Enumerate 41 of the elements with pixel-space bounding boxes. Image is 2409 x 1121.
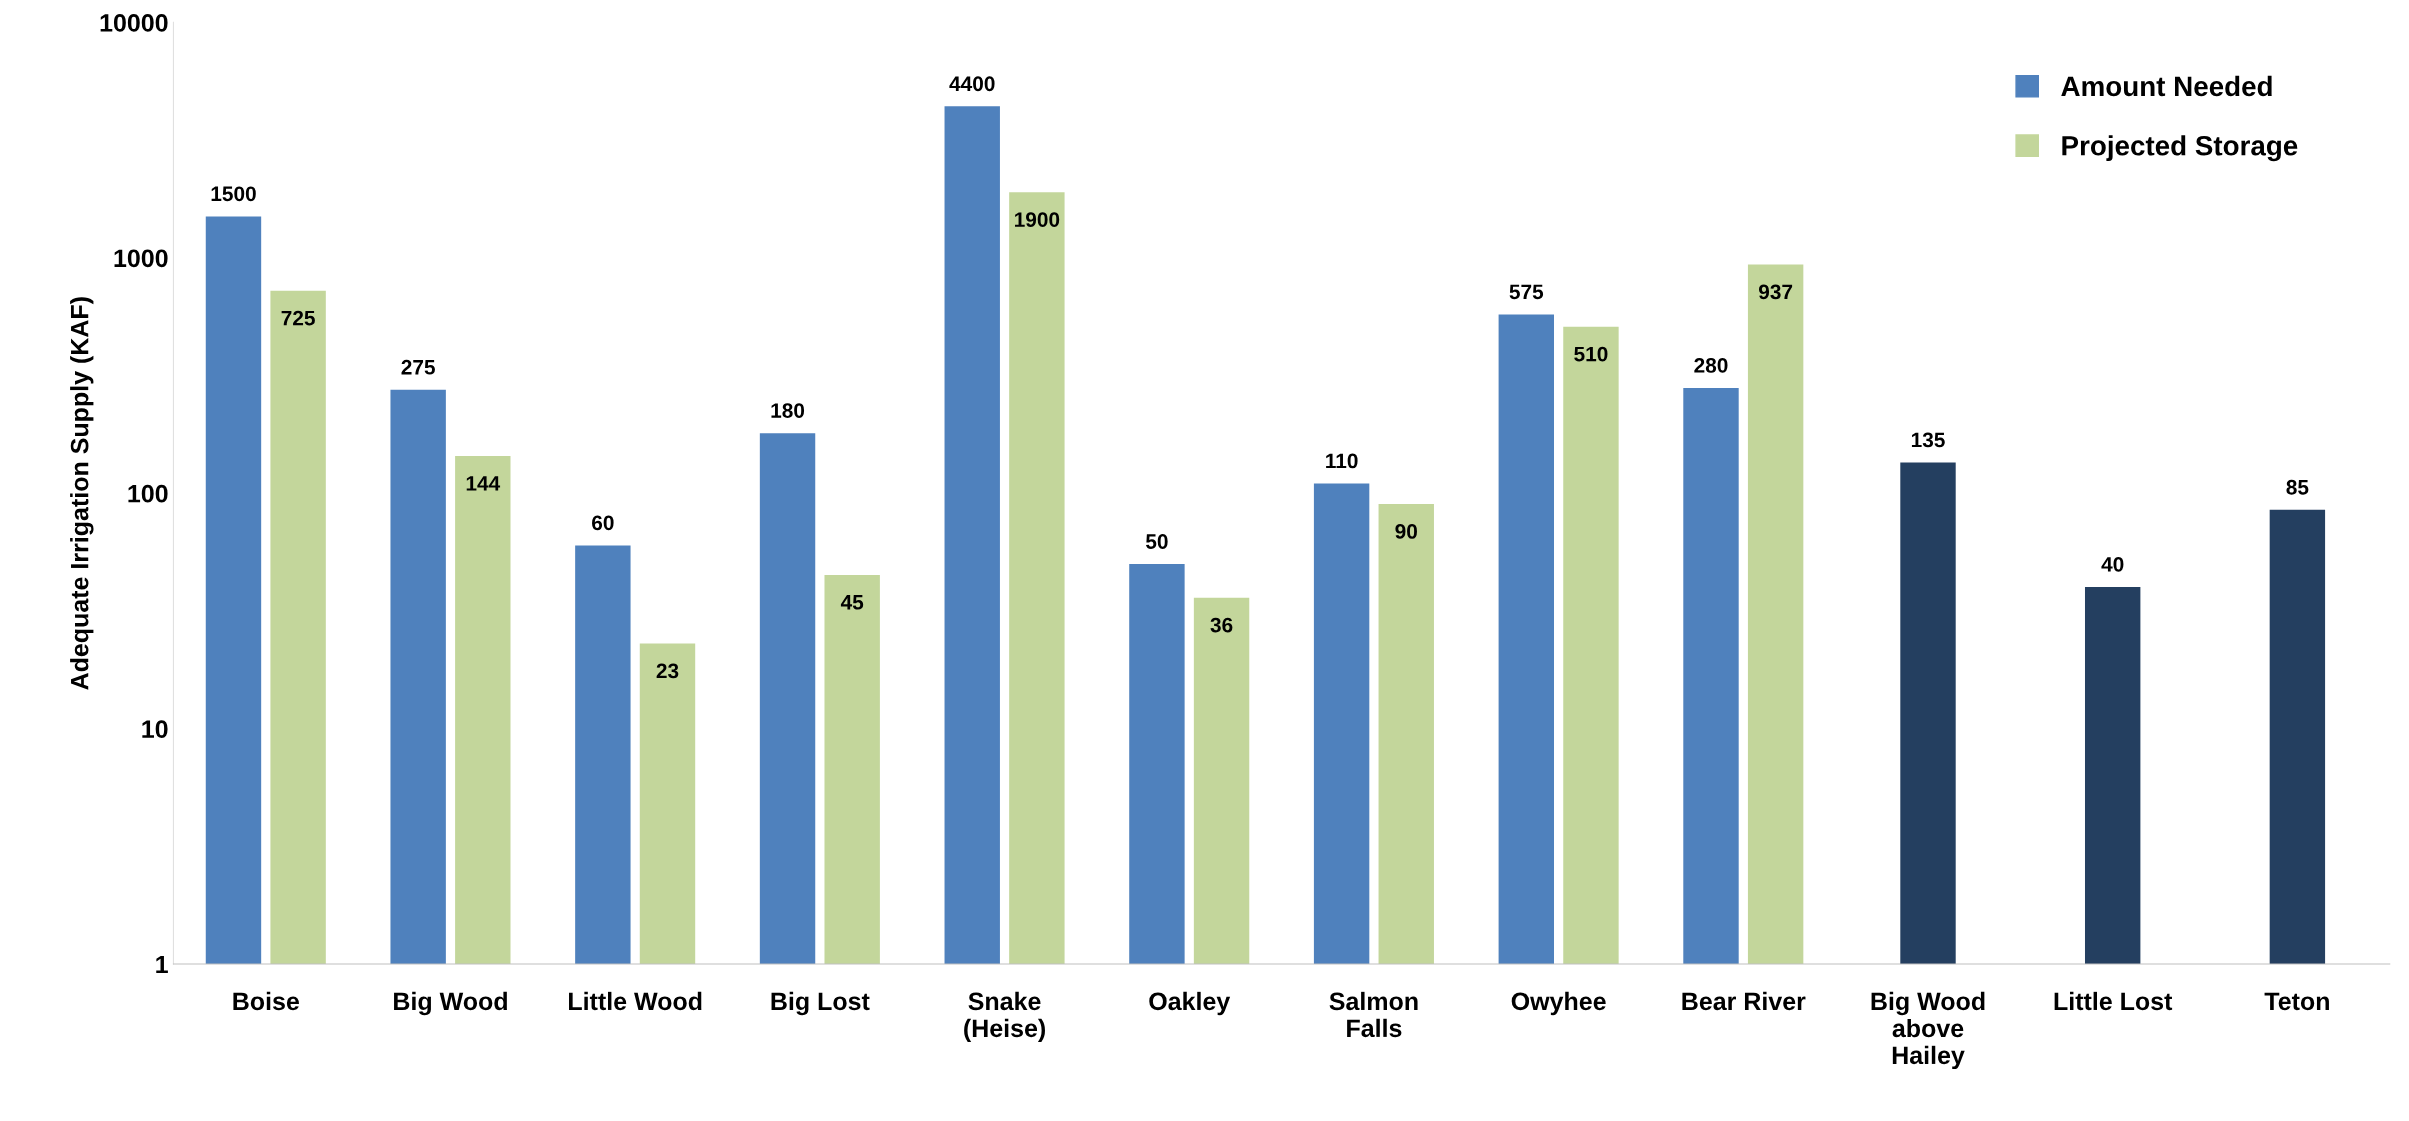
data-label: 23 <box>656 663 679 679</box>
data-label: 135 <box>1911 432 1945 448</box>
data-label: 60 <box>592 515 614 531</box>
x-tick-label: Big Lost <box>771 991 870 1016</box>
data-label: 85 <box>2286 479 2309 495</box>
x-tick-label: Snake (Heise) <box>964 991 1045 1043</box>
data-label: 725 <box>281 310 315 326</box>
x-tick-label: Little Lost <box>2054 991 2173 1011</box>
x-tick-label: Oakley <box>1149 991 1231 1016</box>
data-label: 36 <box>1210 617 1233 633</box>
data-label: 144 <box>466 476 501 491</box>
y-tick-label: 100 <box>128 484 168 503</box>
y-tick-label: 10000 <box>100 14 168 32</box>
y-tick-label: 10 <box>142 720 168 738</box>
y-axis-title: Adequate Irrigation Supply (KAF) <box>70 297 94 690</box>
x-tick-label: Boise <box>233 991 299 1011</box>
x-tick-label: Big Wood <box>394 991 507 1016</box>
y-tick-label: 1 <box>156 955 168 974</box>
data-label: 1500 <box>211 186 256 202</box>
x-tick-label: Bear River <box>1682 991 1806 1011</box>
y-tick-label: 1000 <box>114 249 168 268</box>
data-label: 40 <box>2101 556 2124 572</box>
x-tick-label: Owyhee <box>1511 991 1606 1016</box>
legend-label: Amount Needed <box>2061 75 2272 97</box>
data-label: 50 <box>1145 534 1168 549</box>
data-label: 110 <box>1326 453 1358 469</box>
data-label: 90 <box>1395 524 1417 539</box>
x-tick-label: Teton <box>2264 992 2329 1011</box>
data-label: 280 <box>1694 357 1728 373</box>
data-label: 575 <box>1509 284 1544 300</box>
data-label: 937 <box>1758 284 1793 300</box>
data-label: 275 <box>401 359 435 375</box>
data-label: 45 <box>840 595 864 610</box>
x-tick-label: Salmon Falls <box>1329 991 1418 1038</box>
legend-label: Projected Storage <box>2062 135 2298 162</box>
data-label: 4400 <box>949 76 995 92</box>
x-tick-label: Big Wood above Hailey <box>1871 991 1985 1070</box>
data-label: 180 <box>771 403 805 418</box>
x-tick-label: Little Wood <box>569 991 702 1011</box>
data-label: 1900 <box>1015 212 1060 227</box>
data-label: 510 <box>1574 346 1608 362</box>
